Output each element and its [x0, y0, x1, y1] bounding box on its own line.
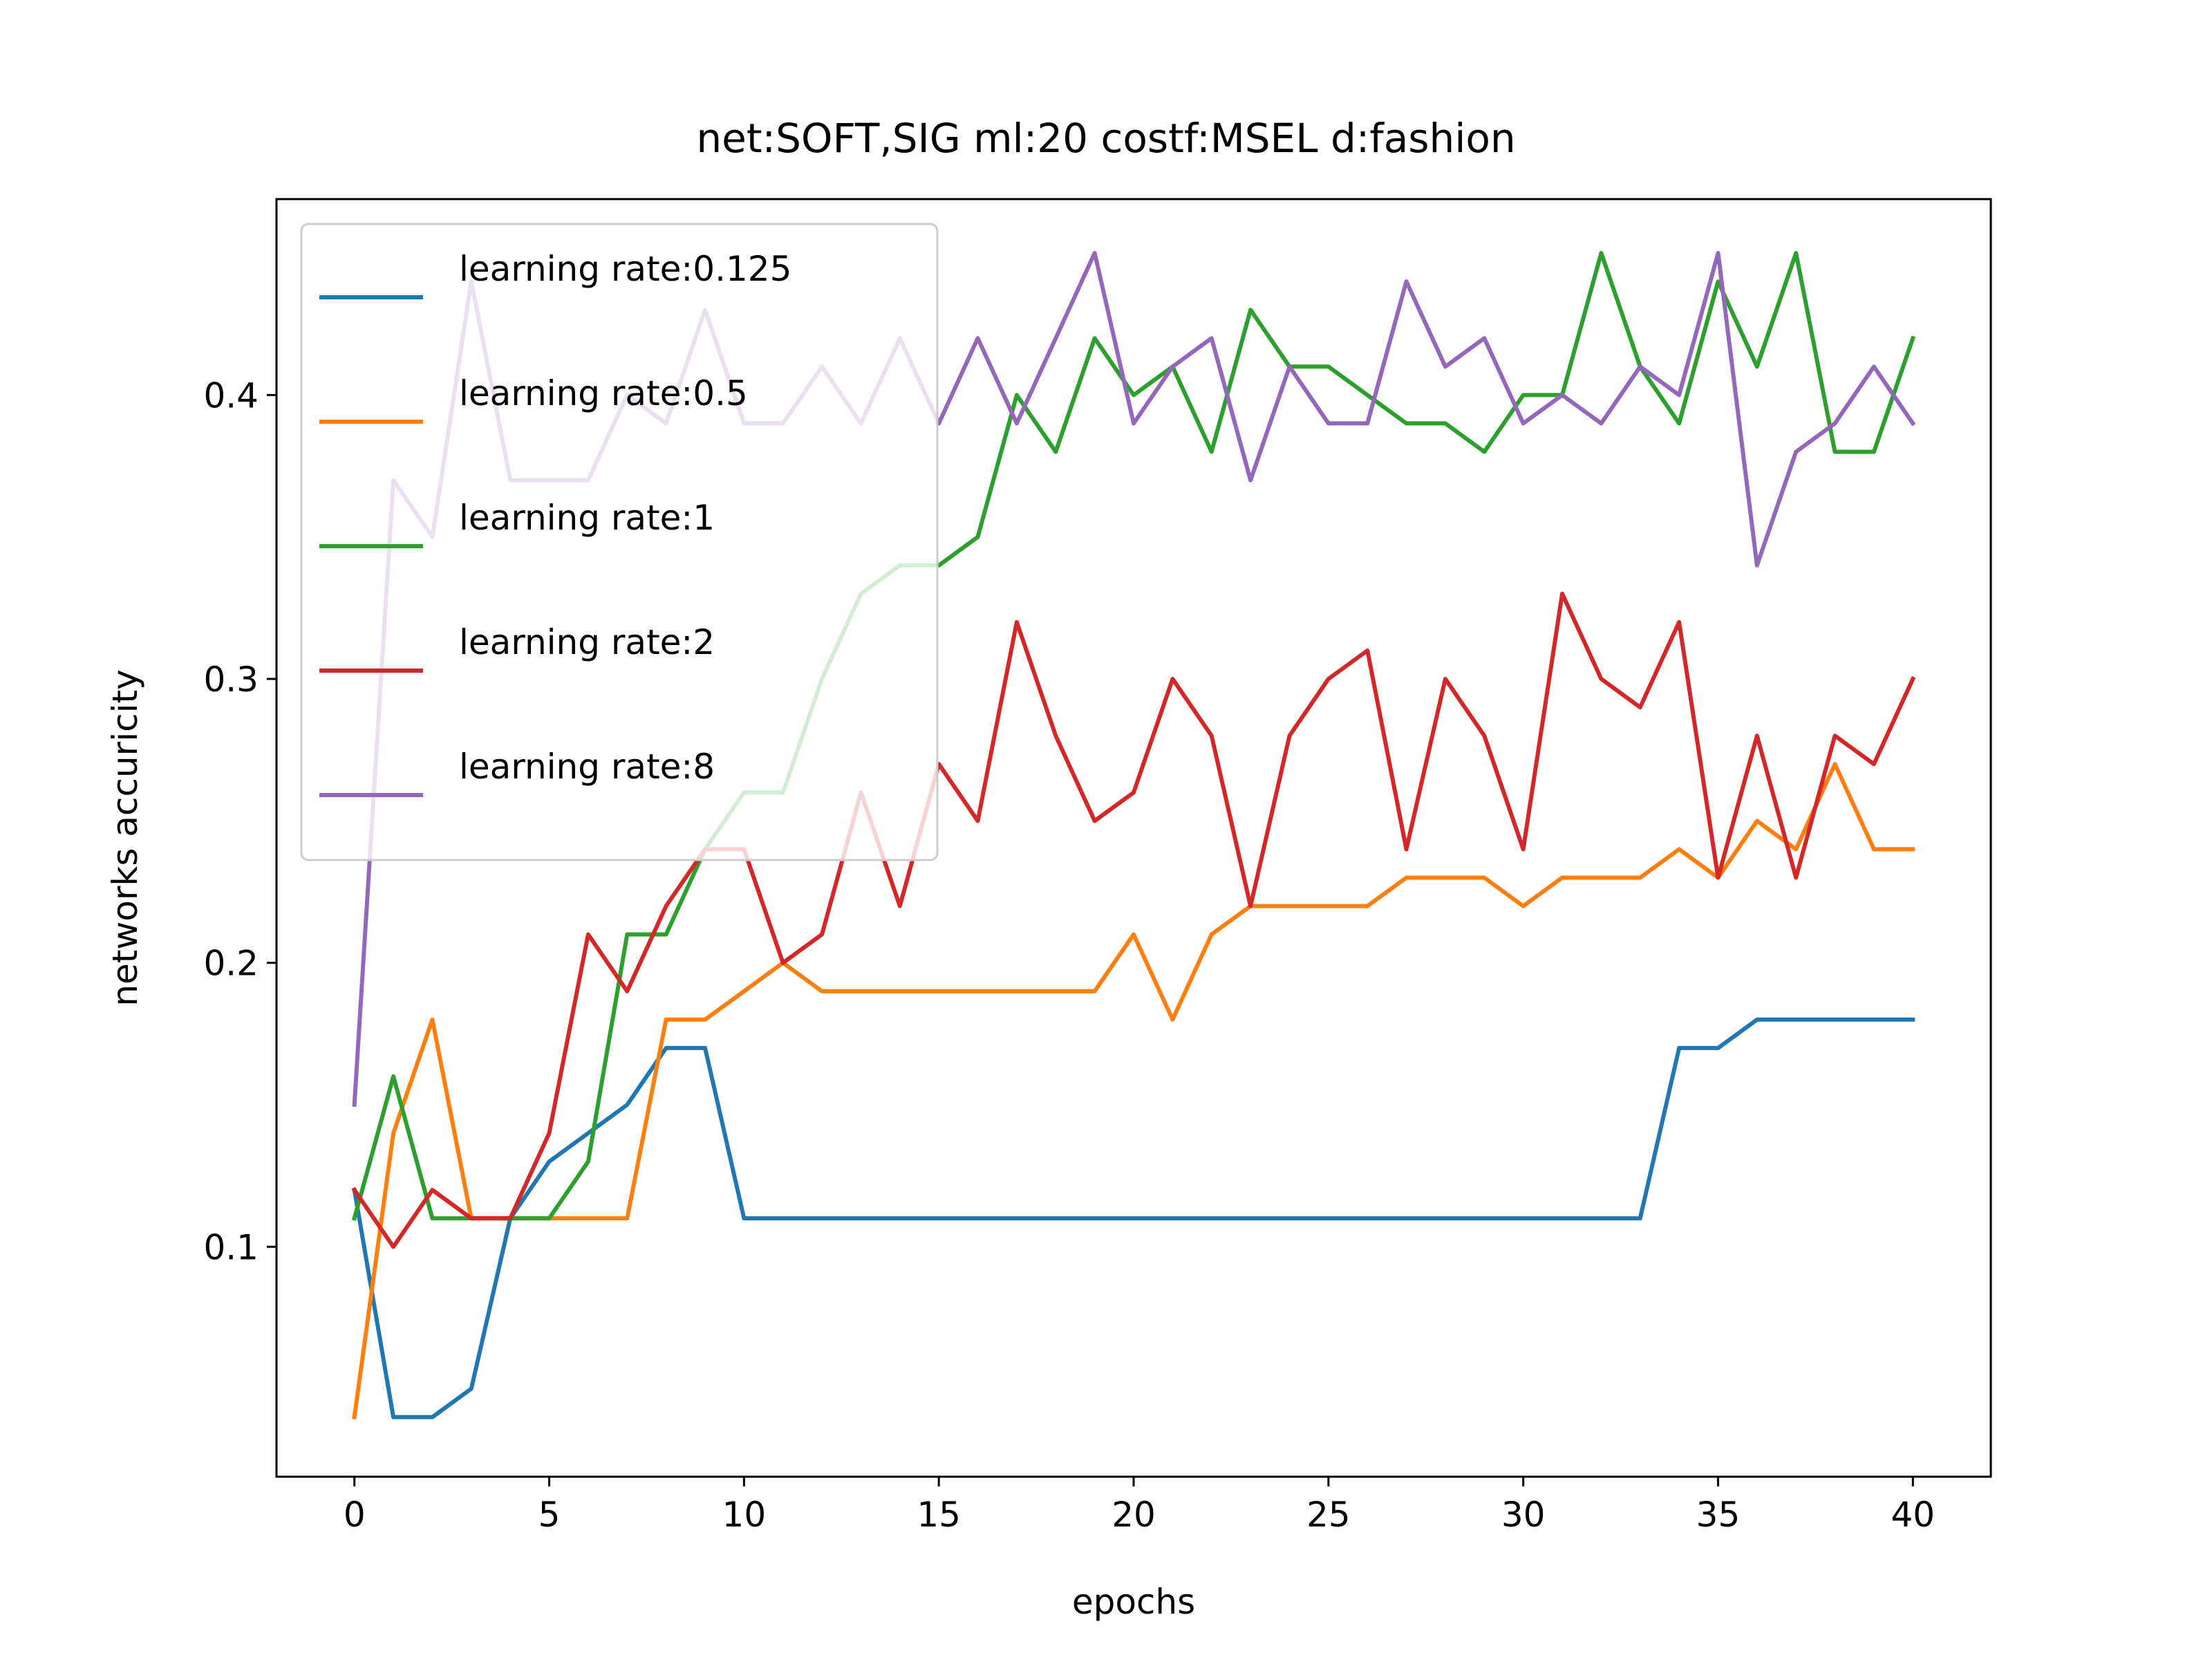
legend-label-4: learning rate:8	[459, 747, 715, 787]
x-tick-label: 40	[1891, 1495, 1935, 1535]
y-tick-label: 0.3	[203, 660, 259, 700]
legend-label-2: learning rate:1	[459, 498, 715, 538]
x-tick-label: 20	[1112, 1495, 1156, 1535]
y-tick-label: 0.2	[203, 944, 259, 984]
series-layer	[351, 251, 1916, 1420]
legend: learning rate:0.125 learning rate:0.5 lear…	[300, 223, 939, 861]
series-line-2	[352, 251, 1916, 1221]
legend-label-0: learning rate:0.125	[459, 249, 791, 289]
series-line-0	[352, 1017, 1915, 1419]
chart-title: net:SOFT,SIG ml:20 costf:MSEL d:fashion	[696, 115, 1515, 162]
x-tick-label: 35	[1696, 1495, 1741, 1535]
y-tick-label: 0.1	[203, 1227, 259, 1267]
x-axis-ticks: 0 5 10 15 20 25 30 35 40	[344, 1477, 1935, 1535]
y-tick-label: 0.4	[203, 375, 259, 416]
legend-box	[300, 223, 939, 861]
y-axis-label: networks accuricity	[105, 669, 145, 1006]
x-tick-label: 0	[344, 1495, 366, 1535]
series-line-1	[352, 762, 1915, 1420]
y-axis-ticks: 0.1 0.2 0.3 0.4	[203, 375, 276, 1267]
series-line-3	[351, 591, 1916, 1249]
x-tick-label: 30	[1501, 1495, 1546, 1535]
x-tick-label: 10	[722, 1495, 767, 1535]
legend-entries: learning rate:0.125 learning rate:0.5 lear…	[319, 249, 791, 797]
x-tick-label: 25	[1306, 1495, 1351, 1535]
legend-label-3: learning rate:2	[459, 622, 715, 662]
legend-label-1: learning rate:0.5	[459, 373, 748, 413]
x-tick-label: 5	[538, 1495, 561, 1535]
plot-frame	[275, 198, 1992, 1478]
x-axis-label: epochs	[1072, 1582, 1195, 1622]
x-tick-label: 15	[917, 1495, 961, 1535]
